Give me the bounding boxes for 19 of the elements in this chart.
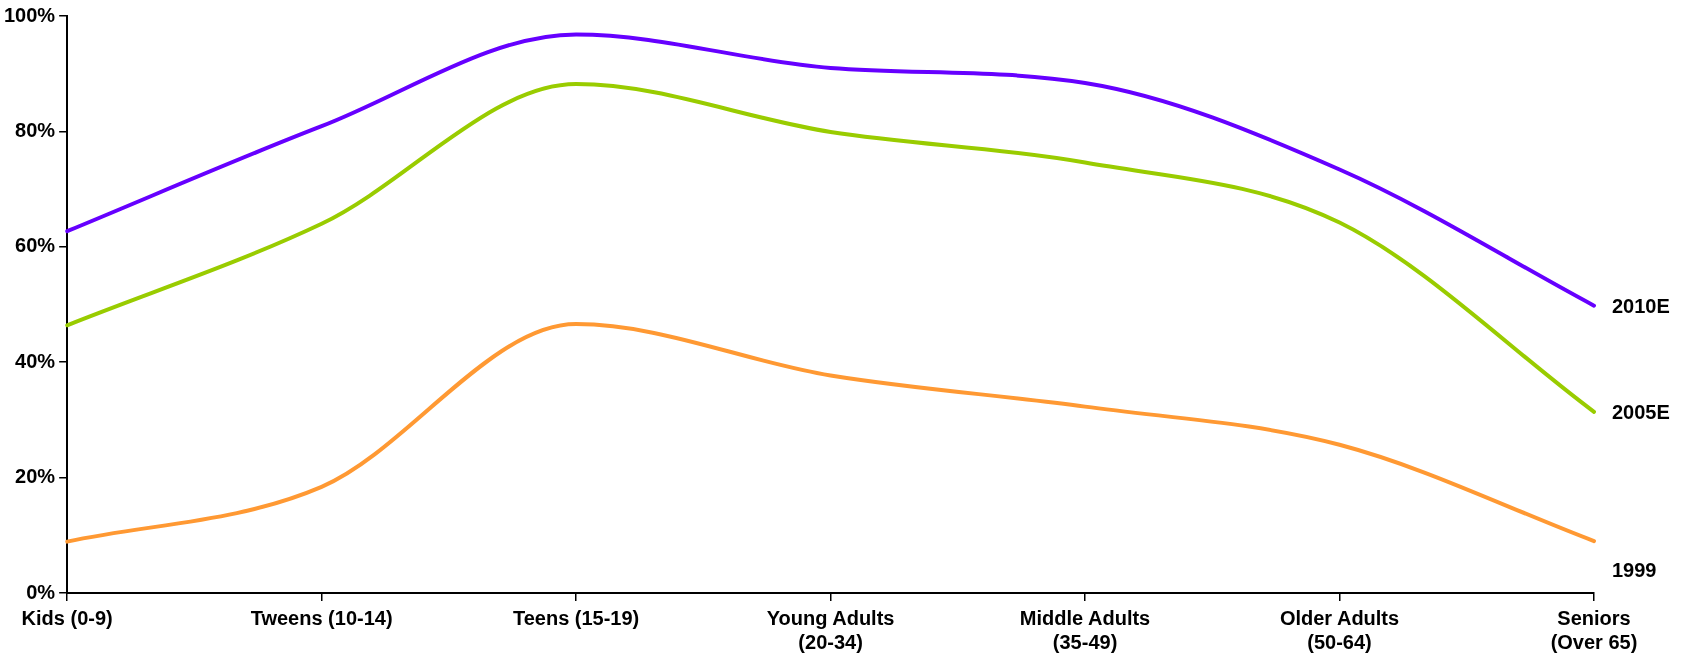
y-tick-label: 0% — [26, 580, 56, 603]
x-tick-label: Teens (15-19) — [512, 606, 640, 629]
y-tick-label: 80% — [15, 118, 56, 141]
x-tick-label: Older Adults (50-64) — [1279, 606, 1400, 653]
x-tick-label: Seniors (Over 65) — [1550, 606, 1638, 653]
x-tick-label: Kids (0-9) — [21, 606, 113, 629]
y-tick-label: 40% — [15, 349, 56, 372]
y-tick-label: 20% — [15, 465, 56, 488]
x-tick-label: Young Adults (20-34) — [766, 606, 895, 653]
line-series — [65, 32, 1596, 308]
series-label: 1999 — [1612, 558, 1657, 581]
line-series — [65, 322, 1596, 544]
line-series — [65, 82, 1596, 414]
x-tick-label: Middle Adults (35-49) — [1019, 606, 1151, 653]
x-tick-label: Tweens (10-14) — [250, 606, 393, 629]
y-tick-label: 60% — [15, 234, 56, 257]
series-label: 2005E — [1612, 401, 1670, 424]
series-label: 2010E — [1612, 295, 1670, 318]
y-tick-label: 100% — [4, 3, 56, 26]
